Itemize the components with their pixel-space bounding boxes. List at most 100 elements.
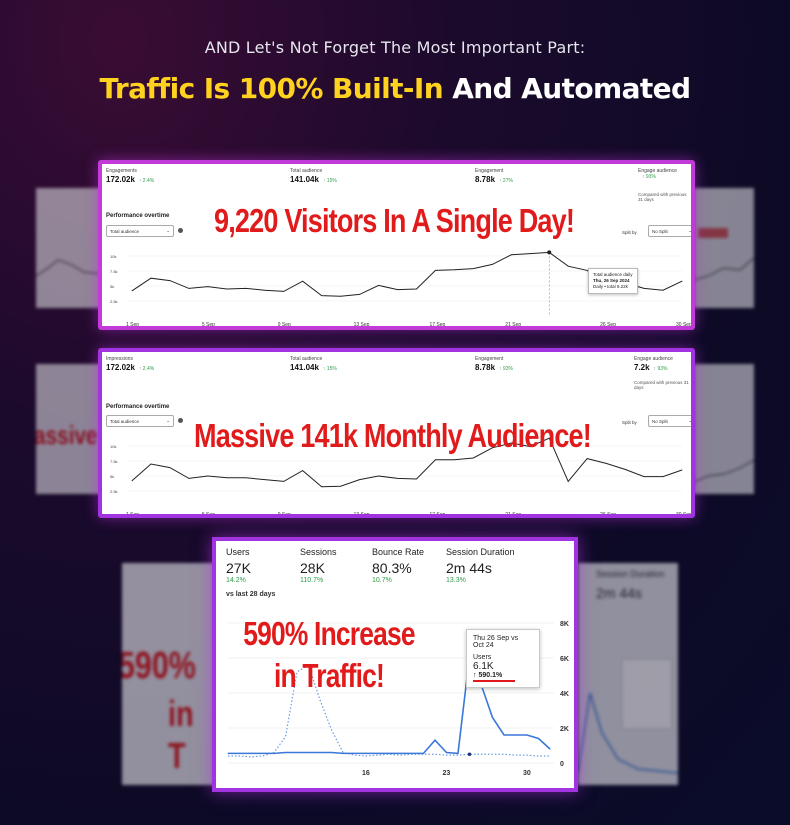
- ghost-left-3-sub: in T: [168, 693, 194, 776]
- data-point: [131, 480, 133, 482]
- x-tick-label: 30 Sep: [676, 512, 692, 518]
- data-point: [283, 481, 285, 482]
- data-point: [510, 442, 512, 444]
- data-point: [302, 280, 304, 282]
- perf-title: Performance overtime: [106, 404, 170, 410]
- data-point: [340, 485, 342, 487]
- data-point: [491, 264, 493, 265]
- data-point: [245, 477, 247, 479]
- headline: Traffic Is 100% Built-In And Automated: [0, 72, 790, 105]
- data-point: [169, 467, 171, 468]
- data-point: [567, 265, 569, 267]
- data-point: [454, 459, 455, 461]
- info-icon: [178, 418, 183, 423]
- data-point: [283, 291, 285, 292]
- data-point: [472, 268, 474, 269]
- metric-engage-audience: Engage audience 7.2k ↑ 93%: [634, 356, 673, 372]
- overlay-headline-1: 9,220 Visitors In A Single Day!: [214, 202, 575, 239]
- data-point: [359, 479, 360, 480]
- data-point: [435, 459, 436, 461]
- data-point: [526, 734, 528, 736]
- compare-note: Compared with previous 31 days: [638, 192, 687, 202]
- audience-select[interactable]: Total audience ⌄: [106, 225, 174, 237]
- ghost-line-icon: [578, 658, 678, 774]
- metric-engagement: Engagement 8.78k ↑ 27%: [475, 168, 513, 184]
- y-tick-label: 6K: [560, 656, 569, 663]
- data-point: [548, 437, 550, 439]
- data-point: [378, 475, 379, 477]
- y-tick-label: 7.5k: [110, 459, 118, 464]
- data-point: [454, 269, 455, 271]
- data-point: [227, 752, 229, 754]
- data-point: [624, 469, 626, 470]
- data-point: [169, 280, 171, 281]
- ghost-left-1: [36, 188, 102, 308]
- highlight-point-previous: [467, 752, 472, 757]
- x-tick-label: 9 Sep: [278, 322, 291, 328]
- data-point: [319, 752, 321, 753]
- ghost-left-3: 590% in T: [122, 563, 214, 785]
- data-point: [503, 734, 505, 736]
- x-tick-label: 13 Sep: [354, 322, 370, 328]
- data-point: [529, 253, 531, 254]
- data-point: [434, 739, 436, 741]
- chart-users-traffic: 8K 6K 4K 2K 0 16 23 30: [227, 621, 569, 777]
- data-point: [207, 286, 209, 287]
- ghost-right-1: [694, 188, 754, 308]
- data-point: [321, 486, 323, 488]
- ga-metric-users: Users 27K 14.2%: [226, 547, 251, 584]
- data-point: [359, 294, 360, 295]
- data-point: [586, 270, 588, 271]
- x-tick-label: 21 Sep: [505, 512, 521, 518]
- y-tick-label: 10k: [110, 254, 116, 259]
- data-point: [457, 752, 459, 754]
- tooltip-underline: [473, 680, 515, 682]
- ghost-right-3-label: Session Duration: [596, 569, 665, 579]
- data-point: [250, 752, 252, 754]
- chevron-down-icon: ⌄: [688, 418, 692, 423]
- data-point: [302, 470, 304, 471]
- dashboard-card-daily-visitors: Engagements 172.02k ↑ 2.4% Total audience…: [98, 160, 695, 330]
- data-point: [605, 463, 607, 464]
- ghost-right-3: Session Duration 2m 44s: [578, 563, 678, 785]
- split-select[interactable]: No Split ⌄: [648, 415, 692, 427]
- x-tick-label: 21 Sep: [505, 322, 521, 328]
- vs-note: vs last 28 days: [226, 591, 276, 598]
- y-tick-label: 5k: [110, 474, 114, 479]
- data-point: [549, 748, 551, 750]
- data-point: [377, 752, 378, 754]
- x-tick-label: 16: [362, 770, 370, 777]
- data-point: [416, 478, 417, 480]
- x-tick-label: 13 Sep: [354, 512, 370, 518]
- data-point: [285, 752, 286, 753]
- data-point: [245, 288, 247, 289]
- data-point: [188, 478, 190, 479]
- chart-tooltip: Total audience daily Thu, 26 Sep 2024 Da…: [588, 268, 638, 295]
- metric-engagements: Engagements 172.02k ↑ 2.4%: [106, 168, 155, 184]
- x-tick-label: 26 Sep: [600, 512, 616, 518]
- ga-metric-bounce-rate: Bounce Rate 80.3% 10.7%: [372, 547, 425, 584]
- chevron-down-icon: ⌄: [166, 228, 170, 233]
- series-line-previous: [228, 664, 550, 758]
- x-tick-label: 30: [523, 770, 531, 777]
- data-point: [515, 734, 516, 736]
- data-point: [662, 476, 664, 477]
- data-point: [681, 280, 683, 282]
- analytics-card-traffic-increase: Users 27K 14.2% Sessions 28K 110.7% Boun…: [212, 537, 578, 792]
- y-tick-label: 5k: [110, 284, 114, 289]
- data-point: [321, 295, 323, 296]
- data-point: [446, 752, 447, 753]
- y-tick-label: 2.5k: [110, 299, 118, 304]
- data-point: [400, 752, 401, 754]
- x-tick-label: 5 Sep: [202, 512, 215, 518]
- info-icon: [178, 228, 183, 233]
- audience-select[interactable]: Total audience ⌄: [106, 415, 174, 427]
- data-point: [262, 752, 263, 754]
- y-tick-label: 10k: [110, 444, 116, 449]
- data-point: [397, 478, 398, 479]
- data-point: [492, 717, 493, 718]
- perf-title: Performance overtime: [106, 213, 170, 219]
- split-select[interactable]: No Split ⌄: [648, 225, 691, 237]
- ghost-line-icon: [694, 459, 754, 483]
- x-tick-label: 23: [443, 770, 451, 777]
